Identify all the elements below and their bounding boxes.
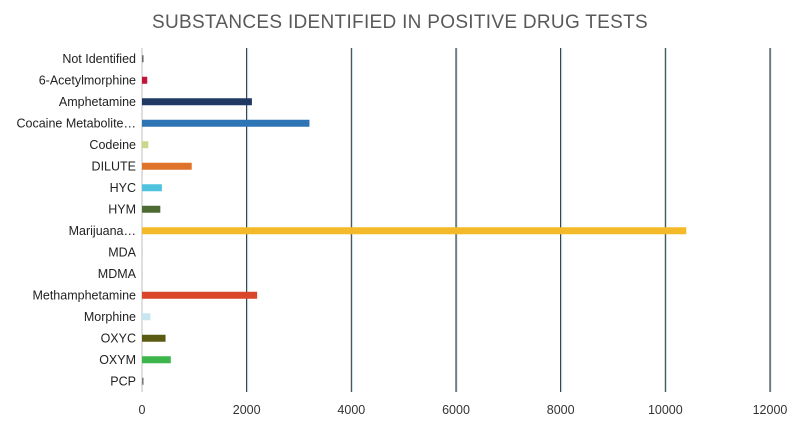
category-label: DILUTE [92, 159, 136, 173]
bar [142, 334, 166, 342]
x-tick-label: 6000 [442, 403, 470, 417]
bar [142, 184, 162, 192]
category-label: PCP [110, 374, 136, 388]
category-label: Not Identified [62, 52, 136, 66]
bar [142, 313, 151, 321]
category-label: HYM [108, 202, 136, 216]
category-label: Codeine [89, 138, 136, 152]
x-tick-label: 4000 [337, 403, 365, 417]
bar [142, 270, 143, 278]
category-label: HYC [110, 181, 136, 195]
bar [142, 248, 143, 256]
bar [142, 141, 149, 149]
category-label: Morphine [84, 310, 136, 324]
category-label: Amphetamine [59, 95, 136, 109]
bar [142, 356, 171, 364]
bar [142, 227, 687, 235]
bar [142, 98, 252, 106]
category-label: Methamphetamine [32, 288, 136, 302]
category-label: MDA [108, 245, 136, 259]
category-label: MDMA [98, 267, 137, 281]
category-label: OXYM [99, 353, 136, 367]
x-tick-label: 12000 [753, 403, 788, 417]
x-tick-label: 10000 [648, 403, 683, 417]
bar [142, 291, 258, 299]
bar [142, 55, 144, 63]
bar [142, 377, 144, 385]
category-label: Marijuana… [69, 224, 136, 238]
bar [142, 76, 148, 84]
bar [142, 162, 192, 170]
category-label: 6-Acetylmorphine [39, 73, 136, 87]
x-tick-label: 8000 [547, 403, 575, 417]
x-tick-label: 2000 [233, 403, 261, 417]
category-label: Cocaine Metabolite… [16, 116, 136, 130]
bar [142, 119, 310, 127]
x-tick-label: 0 [139, 403, 146, 417]
chart-title: SUBSTANCES IDENTIFIED IN POSITIVE DRUG T… [151, 12, 648, 33]
category-label: OXYC [101, 331, 136, 345]
bar [142, 205, 161, 213]
